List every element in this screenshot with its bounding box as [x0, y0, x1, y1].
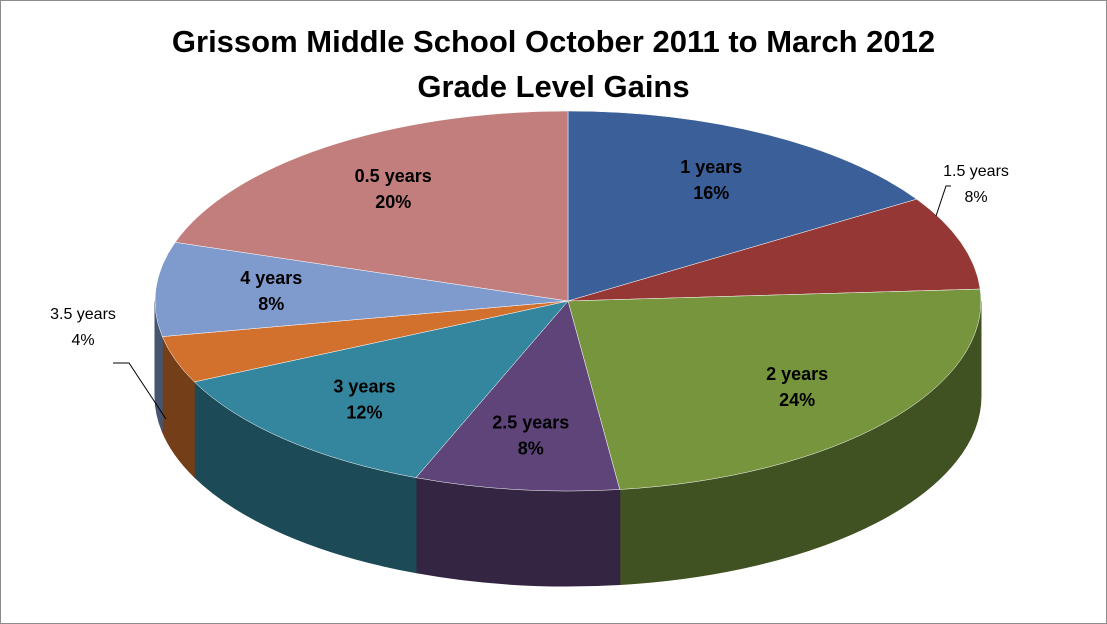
- slice-label: 1 years: [680, 157, 742, 177]
- chart-title: Grissom Middle School October 2011 to Ma…: [171, 24, 936, 104]
- slice-label: 3.5 years: [50, 306, 116, 323]
- slice-label: 3 years: [333, 376, 395, 396]
- slice-side: [415, 477, 621, 587]
- slice-label: 2.5 years: [492, 412, 569, 432]
- value-label: 20%: [375, 192, 411, 212]
- slice: [154, 242, 569, 337]
- leader-line: [113, 362, 167, 420]
- slice: [415, 300, 621, 492]
- value-label: 24%: [779, 390, 815, 410]
- slice: [567, 288, 982, 490]
- value-label: 4%: [71, 332, 94, 349]
- slice-label: 0.5 years: [355, 166, 432, 186]
- slice: [567, 198, 981, 302]
- value-label: 8%: [518, 438, 544, 458]
- value-label: 8%: [964, 189, 987, 206]
- slice-label: 1.5 years: [943, 163, 1009, 180]
- slice: [174, 110, 569, 302]
- slice-label: 4 years: [240, 268, 302, 288]
- leader-line: [935, 185, 951, 217]
- slice: [193, 300, 569, 478]
- value-label: 16%: [693, 183, 729, 203]
- slice: [567, 110, 918, 302]
- value-label: 12%: [346, 402, 382, 422]
- value-label: 8%: [258, 294, 284, 314]
- slice-label: 2 years: [766, 364, 828, 384]
